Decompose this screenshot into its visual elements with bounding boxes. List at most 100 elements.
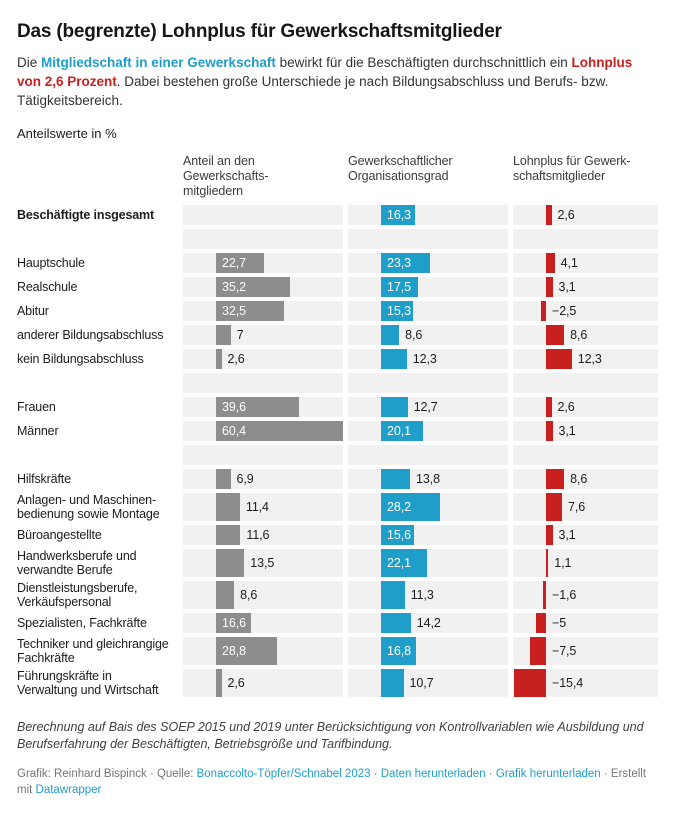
bar (381, 349, 407, 369)
intro-highlight-red: Lohnplus von 2,6 Prozent (17, 55, 633, 89)
bar-track: 8,6 (513, 325, 658, 345)
bar-track (513, 445, 658, 465)
bar-value: 32,5 (222, 304, 246, 318)
table-row: Männer 60,4 20,1 3,1 (17, 421, 658, 441)
bar-track: 11,6 (183, 525, 343, 545)
bar (216, 397, 300, 417)
bar-track: 22,1 (348, 549, 508, 577)
bar-track: 2,6 (183, 349, 343, 369)
bar-track: 14,2 (348, 613, 508, 633)
bar-value: 8,6 (570, 328, 588, 342)
bar-value: 2,6 (557, 208, 575, 222)
bar-value: 22,7 (222, 256, 246, 270)
table-row: anderer Bildungsabschluss 7 8,6 8,6 (17, 325, 658, 345)
credits-line: Grafik: Reinhard Bispinck · Quelle: Bona… (17, 767, 647, 796)
column-header-wage-premium: Lohnplus für Gewerk- schaftsmitglieder (513, 154, 631, 183)
bar (546, 253, 555, 273)
bar-track: 23,3 (348, 253, 508, 273)
bar-track (183, 373, 343, 393)
bar-track: 8,6 (183, 581, 343, 609)
bar-track: 2,6 (513, 397, 658, 417)
bar-value: 16,8 (387, 644, 411, 658)
bar (216, 325, 231, 345)
intro-pre: Die (17, 55, 42, 70)
bar-track: 16,3 (348, 205, 508, 225)
row-label: Frauen (17, 400, 56, 414)
intro-highlight-blue: Mitgliedschaft in einer Gewerkschaft (41, 55, 276, 70)
bar-track: 13,8 (348, 469, 508, 489)
row-label (17, 373, 178, 393)
bar (216, 469, 231, 489)
footer-note: Berechnung auf Bais des SOEP 2015 und 20… (17, 720, 644, 751)
source-link[interactable]: Bonaccolto-Töpfer/Schnabel 2023 (196, 767, 371, 780)
bar (216, 301, 285, 321)
table-row: Realschule 35,2 17,5 3,1 (17, 277, 658, 297)
bar-value: 39,6 (222, 400, 246, 414)
datawrapper-link[interactable]: Datawrapper (35, 783, 102, 796)
bar-track: −15,4 (513, 669, 658, 697)
page-title: Das (begrenzte) Lohnplus für Gewerkschaf… (17, 21, 502, 42)
bar-track: 4,1 (513, 253, 658, 273)
row-label: Realschule (17, 280, 78, 294)
bar-track: 2,6 (183, 669, 343, 697)
table-row: Führungskräfte in Verwaltung und Wirtsch… (17, 669, 658, 697)
bar-value: 2,6 (227, 352, 245, 366)
row-label (17, 229, 178, 249)
download-image-link[interactable]: Grafik herunterladen (495, 767, 601, 780)
bar (546, 469, 565, 489)
bar-value: 20,1 (387, 424, 411, 438)
bar-track: 13,5 (183, 549, 343, 577)
table-row: Beschäftigte insgesamt 16,3 2,6 (17, 205, 658, 225)
bar-track: 3,1 (513, 525, 658, 545)
row-label: Spezialisten, Fachkräfte (17, 616, 147, 630)
intro-post: . Dabei bestehen große Unterschiede je n… (17, 74, 609, 108)
bar-value: 12,3 (412, 352, 437, 366)
spacer-row (17, 229, 658, 249)
bar-track: 22,7 (183, 253, 343, 273)
bar (216, 421, 343, 441)
bar (381, 581, 405, 609)
bar-value: 16,3 (387, 208, 411, 222)
bar (381, 397, 408, 417)
intro-text: Die Mitgliedschaft in einer Gewerkschaft… (17, 53, 657, 110)
bar-track (348, 373, 508, 393)
bar (381, 325, 400, 345)
bar-track: 12,3 (513, 349, 658, 369)
table-row: Techniker und gleichrangige Fachkräfte 28… (17, 637, 658, 665)
bar-track: −7,5 (513, 637, 658, 665)
bar-track: 11,3 (348, 581, 508, 609)
bar-track: 39,6 (183, 397, 343, 417)
column-headers: Anteil an den Gewerkschafts- mitgliedern… (17, 154, 658, 199)
bar-track (513, 229, 658, 249)
bar (216, 349, 222, 369)
table-row: Hauptschule 22,7 23,3 4,1 (17, 253, 658, 273)
bar-track: 2,6 (513, 205, 658, 225)
bar (381, 301, 414, 321)
table-row: Büroangestellte 11,6 15,6 3,1 (17, 525, 658, 545)
bar-value: 14,2 (416, 616, 441, 630)
bar-track: 16,6 (183, 613, 343, 633)
bar-value: 28,2 (387, 500, 411, 514)
bar-value: 17,5 (387, 280, 411, 294)
bar (216, 253, 264, 273)
bar (530, 637, 547, 665)
bar-value: 23,3 (387, 256, 411, 270)
row-label: kein Bildungsabschluss (17, 352, 144, 366)
bar-track: 7 (183, 325, 343, 345)
download-data-link[interactable]: Daten herunterladen (380, 767, 486, 780)
bar-value: 6,9 (236, 472, 254, 486)
bar (216, 277, 290, 297)
spacer-row (17, 445, 658, 465)
bar-value: 15,3 (387, 304, 411, 318)
bar-track: 11,4 (183, 493, 343, 521)
bar-track: −1,6 (513, 581, 658, 609)
bar-track: 16,8 (348, 637, 508, 665)
bar-value: 11,6 (246, 528, 270, 542)
bar-value: 10,7 (409, 676, 434, 690)
intro-mid: bewirkt für die Beschäftigten durchschni… (275, 55, 572, 70)
bar (381, 277, 418, 297)
spacer-row (17, 373, 658, 393)
bar-track: 12,7 (348, 397, 508, 417)
row-label: Abitur (17, 304, 49, 318)
